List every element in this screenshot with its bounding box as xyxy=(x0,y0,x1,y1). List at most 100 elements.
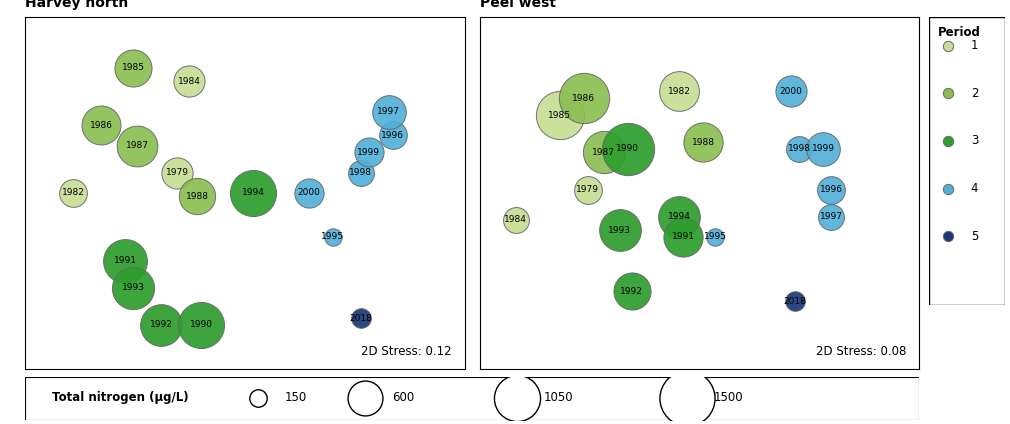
Text: 1: 1 xyxy=(971,39,979,52)
Text: 2000: 2000 xyxy=(780,87,803,96)
Text: 1985: 1985 xyxy=(548,111,571,120)
Text: 1990: 1990 xyxy=(616,145,639,153)
Text: 1995: 1995 xyxy=(704,232,727,241)
Point xyxy=(695,139,711,145)
Point xyxy=(381,108,397,115)
Point xyxy=(249,394,266,401)
Point xyxy=(707,234,723,240)
Point xyxy=(509,394,525,401)
Point xyxy=(676,234,692,240)
Text: 1998: 1998 xyxy=(788,145,811,153)
Text: 1999: 1999 xyxy=(358,148,380,157)
Text: 1982: 1982 xyxy=(668,87,691,96)
Text: Harvey north: Harvey north xyxy=(25,0,128,10)
Point xyxy=(940,137,956,144)
Point xyxy=(596,149,612,156)
Point xyxy=(576,95,592,102)
FancyBboxPatch shape xyxy=(929,17,1005,305)
Text: 1997: 1997 xyxy=(377,107,400,116)
Point xyxy=(672,88,688,95)
Text: 1500: 1500 xyxy=(713,391,743,404)
Text: 2D Stress: 0.08: 2D Stress: 0.08 xyxy=(815,345,906,358)
Point xyxy=(580,186,596,193)
Text: 2018: 2018 xyxy=(784,297,807,306)
Text: 1997: 1997 xyxy=(820,212,842,221)
Point xyxy=(93,122,109,128)
Text: 1986: 1986 xyxy=(572,94,595,103)
Text: 2018: 2018 xyxy=(349,314,373,323)
Text: 2000: 2000 xyxy=(297,188,320,198)
Text: 1996: 1996 xyxy=(820,185,842,194)
Point xyxy=(787,298,803,304)
Text: 1992: 1992 xyxy=(620,287,643,296)
Point xyxy=(129,142,145,149)
Point xyxy=(301,190,317,196)
Text: 1988: 1988 xyxy=(186,192,208,201)
Text: 1982: 1982 xyxy=(62,188,85,198)
Text: 1993: 1993 xyxy=(121,283,144,292)
Point xyxy=(940,233,956,240)
Point xyxy=(324,234,340,240)
Text: 1991: 1991 xyxy=(113,256,136,265)
Text: 1996: 1996 xyxy=(381,131,404,140)
Point xyxy=(117,257,133,264)
Point xyxy=(169,169,185,176)
Point xyxy=(125,284,141,291)
Point xyxy=(352,315,369,321)
Point xyxy=(815,145,831,152)
Point xyxy=(65,190,81,196)
Text: 2: 2 xyxy=(971,87,979,100)
Text: 1050: 1050 xyxy=(543,391,574,404)
Point xyxy=(940,185,956,192)
Text: 1998: 1998 xyxy=(349,168,373,177)
Text: Peel west: Peel west xyxy=(480,0,556,10)
Point xyxy=(679,394,695,401)
Text: 3: 3 xyxy=(971,134,979,148)
Point xyxy=(783,88,799,95)
Text: 1984: 1984 xyxy=(504,215,527,224)
Text: 1992: 1992 xyxy=(149,321,173,329)
Text: 1979: 1979 xyxy=(166,168,189,177)
Point xyxy=(672,213,688,220)
Text: 5: 5 xyxy=(971,229,979,243)
Text: 4: 4 xyxy=(971,182,979,195)
Point xyxy=(153,321,169,328)
Text: 1995: 1995 xyxy=(321,232,344,241)
Text: 150: 150 xyxy=(285,391,307,404)
Point xyxy=(244,190,261,196)
Point xyxy=(551,112,568,118)
Text: 1994: 1994 xyxy=(241,188,265,198)
FancyBboxPatch shape xyxy=(25,377,919,420)
Point xyxy=(823,186,839,193)
Point xyxy=(352,169,369,176)
Text: 600: 600 xyxy=(392,391,414,404)
Text: 1991: 1991 xyxy=(672,232,695,241)
Point xyxy=(611,227,627,234)
Text: 1986: 1986 xyxy=(90,121,113,130)
Point xyxy=(823,213,839,220)
Point xyxy=(181,78,197,85)
Point xyxy=(508,217,524,223)
Point xyxy=(385,132,401,139)
Text: 2D Stress: 0.12: 2D Stress: 0.12 xyxy=(361,345,451,358)
Text: 1993: 1993 xyxy=(608,226,631,234)
Point xyxy=(125,64,141,71)
Point xyxy=(623,287,639,294)
Text: 1979: 1979 xyxy=(576,185,599,194)
Point xyxy=(193,321,209,328)
Point xyxy=(940,42,956,49)
Text: Period: Period xyxy=(938,25,981,39)
Point xyxy=(361,149,377,156)
Point xyxy=(940,90,956,97)
Text: Total nitrogen (μg/L): Total nitrogen (μg/L) xyxy=(53,391,189,404)
Text: 1990: 1990 xyxy=(190,321,212,329)
Point xyxy=(189,193,205,200)
Text: 1987: 1987 xyxy=(125,141,148,150)
Text: 1994: 1994 xyxy=(668,212,691,221)
Text: 1999: 1999 xyxy=(812,145,834,153)
Text: 1985: 1985 xyxy=(121,63,144,72)
Text: 1984: 1984 xyxy=(178,77,200,86)
Point xyxy=(619,145,635,152)
Text: 1988: 1988 xyxy=(692,138,715,147)
Point xyxy=(791,145,807,152)
